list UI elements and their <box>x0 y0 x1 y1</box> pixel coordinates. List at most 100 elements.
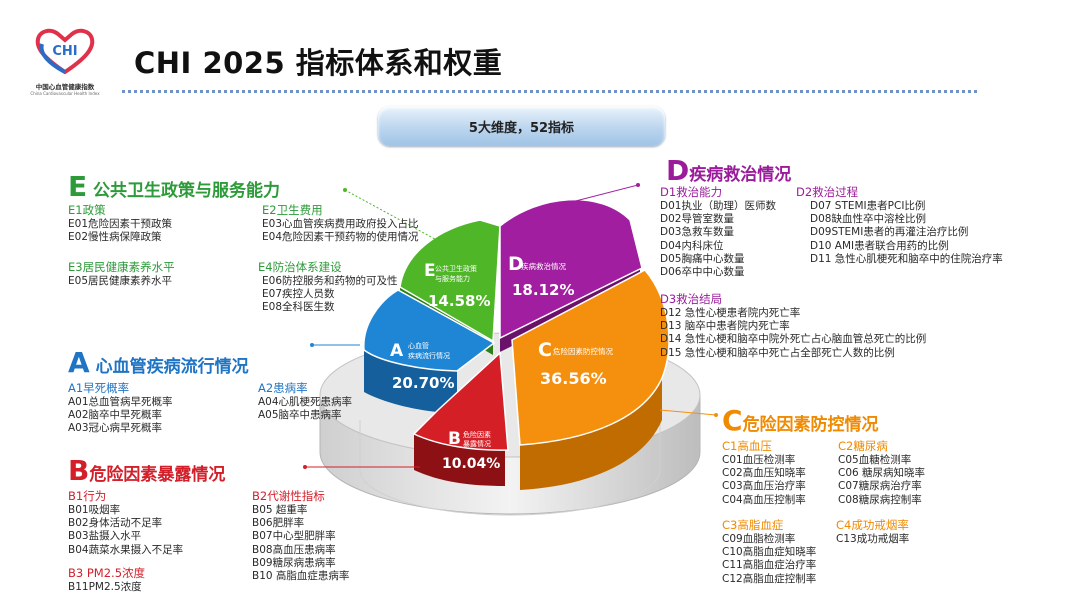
group-E2-title: E2卫生费用 <box>262 203 323 217</box>
dimension-C-label: 危险因素防控情况 <box>742 415 879 435</box>
group-C2-title: C2糖尿病 <box>838 439 888 453</box>
group-D3-title: D3救治结局 <box>660 292 723 306</box>
indicator-E07: E07疾控人员数 <box>262 288 335 301</box>
dimension-B-label: 危险因素暴露情况 <box>89 465 226 485</box>
indicator-D14: D14 急性心梗和脑卒中院外死亡占心脑血管总死亡的比例 <box>660 333 927 346</box>
indicator-B08: B08高血压患病率 <box>252 543 336 556</box>
indicator-C09: C09血脂检测率 <box>722 533 796 545</box>
indicator-E05: E05居民健康素养水平 <box>68 275 172 287</box>
slice-E-label-2: 与服务能力 <box>435 274 470 283</box>
group-A1: A1早死概率 A01总血管病早死概率 A02脑卒中早死概率 A03冠心病早死概率 <box>68 380 173 436</box>
group-E4: E4防治体系建设 E06防控服务和药物的可及性 E07疾控人员数 E08全科医生… <box>258 259 398 315</box>
slice-D-label-1: 疾病救治情况 <box>521 261 566 271</box>
indicator-C12: C12高脂血症控制率 <box>722 572 817 585</box>
indicator-C13: C13成功戒烟率 <box>836 533 910 545</box>
indicator-B02: B02身体活动不足率 <box>68 517 163 530</box>
group-A2: A2患病率 A04心肌梗死患病率 A05脑卒中患病率 <box>258 380 352 422</box>
logo-caption-en: China Cardiovascular Health Index <box>30 91 100 96</box>
group-E1-title: E1政策 <box>68 203 106 217</box>
group-D1-title: D1救治能力 <box>660 185 723 199</box>
indicator-B03: B03盐摄入水平 <box>68 530 142 543</box>
dimension-D-letter: D <box>666 154 690 187</box>
slice-E-letter: E <box>424 261 436 281</box>
indicator-B10: B10 高脂血症患病率 <box>252 570 350 583</box>
indicator-D08: D08缺血性卒中溶栓比例 <box>810 213 926 226</box>
dimension-E-label: 公共卫生政策与服务能力 <box>87 181 281 201</box>
group-C3: C3高脂血症 C09血脂检测率 C10高脂血症知晓率 C11高脂血症治疗率 C1… <box>722 517 816 586</box>
indicator-C08: C08糖尿病控制率 <box>838 493 922 506</box>
dimension-A-heading: A 心血管疾病流行情况 <box>68 346 249 379</box>
slice-B-label-1: 危险因素 <box>463 430 491 439</box>
dimension-B-heading: B危险因素暴露情况 <box>68 454 225 487</box>
dimension-C-letter: C <box>722 404 743 437</box>
indicator-B09: B09糖尿病患病率 <box>252 556 336 569</box>
slice-C-letter: C <box>538 339 552 361</box>
group-B2-title: B2代谢性指标 <box>252 489 325 503</box>
dimension-A-letter: A <box>68 346 90 379</box>
dimension-D-label: 疾病救治情况 <box>689 165 792 185</box>
group-B3-title: B3 PM2.5浓度 <box>68 566 146 580</box>
indicator-E08: E08全科医生数 <box>262 301 335 314</box>
indicator-E01: E01危险因素干预政策 <box>68 218 172 230</box>
indicator-A04: A04心肌梗死患病率 <box>258 396 353 408</box>
indicator-C10: C10高脂血症知晓率 <box>722 546 817 559</box>
indicator-D02: D02导管室数量 <box>660 213 734 226</box>
indicator-C02: C02高血压知晓率 <box>722 467 806 480</box>
group-C2: C2糖尿病 C05血糖检测率 C06 糖尿病知晓率 C07糖尿病治疗率 C08糖… <box>838 438 925 507</box>
slice-C-label-1: 危险因素防控情况 <box>553 346 613 356</box>
indicator-D04: D04内科床位 <box>660 239 724 252</box>
group-E2: E2卫生费用 E03心血管疾病费用政府投入占比 E04危险因素干预药物的使用情况 <box>262 202 419 244</box>
group-B1-title: B1行为 <box>68 489 107 503</box>
pie-slice-B: B 危险因素 暴露情况 10.04% <box>412 351 509 486</box>
slice-D-percent: 18.12% <box>512 281 574 299</box>
group-E3-title: E3居民健康素养水平 <box>68 260 175 274</box>
leader-lines <box>303 183 718 469</box>
group-C4-title: C4成功戒烟率 <box>836 518 909 532</box>
indicator-D06: D06卒中中心数量 <box>660 266 745 279</box>
indicator-D09: D09STEMI患者的再灌注治疗比例 <box>810 226 969 239</box>
summary-banner: 5大维度，52指标 <box>378 106 665 146</box>
indicator-C11: C11高脂血症治疗率 <box>722 559 817 572</box>
group-D3: D3救治结局 D12 急性心梗患者院内死亡率 D13 脑卒中患者院内死亡率 D1… <box>660 291 926 360</box>
indicator-B04: B04蔬菜水果摄入不足率 <box>68 543 184 556</box>
indicator-C04: C04高血压控制率 <box>722 493 806 506</box>
indicator-E03: E03心血管疾病费用政府投入占比 <box>262 218 419 230</box>
indicator-A03: A03冠心病早死概率 <box>68 422 163 435</box>
slice-B-label-2: 暴露情况 <box>463 439 491 448</box>
indicator-B06: B06肥胖率 <box>252 517 305 530</box>
logo-caption-cn: 中国心血管健康指数 <box>35 83 95 91</box>
indicator-D10: D10 AMI患者联合用药的比例 <box>810 239 949 252</box>
indicator-B01: B01吸烟率 <box>68 504 121 516</box>
group-A1-title: A1早死概率 <box>68 381 130 395</box>
group-E3: E3居民健康素养水平 E05居民健康素养水平 <box>68 259 175 288</box>
indicator-B11: B11PM2.5浓度 <box>68 581 142 593</box>
indicator-E02: E02慢性病保障政策 <box>68 231 162 244</box>
dimension-E-heading: E 公共卫生政策与服务能力 <box>68 170 280 203</box>
page-title: CHI 2025 指标体系和权重 <box>134 46 503 80</box>
group-D1: D1救治能力 D01执业（助理）医师数 D02导管室数量 D03急救车数量 D0… <box>660 184 776 279</box>
slice-C-percent: 36.56% <box>540 369 607 388</box>
indicator-C07: C07糖尿病治疗率 <box>838 480 922 493</box>
group-D2: D2救治过程 D07 STEMI患者PCI比例 D08缺血性卒中溶栓比例 D09… <box>796 184 1003 266</box>
indicator-B05: B05 超重率 <box>252 504 308 516</box>
group-B1: B1行为 B01吸烟率 B02身体活动不足率 B03盐摄入水平 B04蔬菜水果摄… <box>68 488 183 557</box>
dimension-B-letter: B <box>68 454 90 487</box>
slice-A-letter: A <box>390 341 404 361</box>
group-D2-title: D2救治过程 <box>796 185 859 199</box>
title-divider <box>122 90 977 93</box>
group-E1: E1政策 E01危险因素干预政策 E02慢性病保障政策 <box>68 202 172 244</box>
slice-E-percent: 14.58% <box>428 292 490 310</box>
indicator-C01: C01血压检测率 <box>722 454 796 466</box>
indicator-D15: D15 急性心梗和脑卒中死亡占全部死亡人数的比例 <box>660 346 895 359</box>
chi-logo: CHI 中国心血管健康指数 China Cardiovascular Healt… <box>30 26 100 96</box>
group-C4: C4成功戒烟率 C13成功戒烟率 <box>836 517 909 546</box>
summary-banner-text: 5大维度，52指标 <box>468 120 575 136</box>
group-C3-title: C3高脂血症 <box>722 518 784 532</box>
slice-B-letter: B <box>448 429 461 449</box>
slice-E-label-1: 公共卫生政策 <box>435 264 477 273</box>
slice-A-percent: 20.70% <box>392 374 454 392</box>
dimension-E-letter: E <box>68 170 88 203</box>
group-B3: B3 PM2.5浓度 B11PM2.5浓度 <box>68 565 145 594</box>
group-E4-title: E4防治体系建设 <box>258 260 342 274</box>
slice-B-percent: 10.04% <box>442 456 500 472</box>
